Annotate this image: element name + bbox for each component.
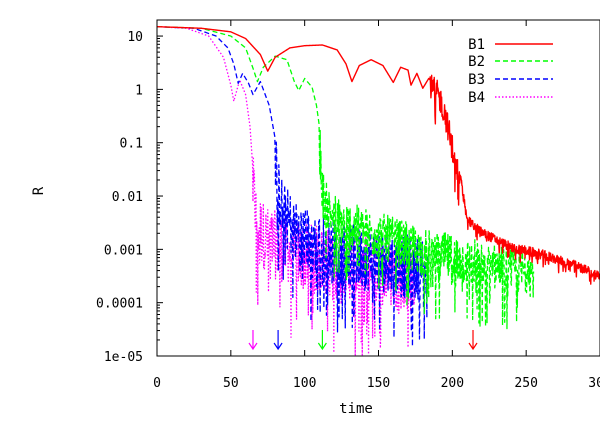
y-tick-label: 10 (127, 30, 143, 45)
x-tick-label: 100 (293, 376, 316, 391)
legend-item-b1: B1 (468, 37, 553, 53)
y-tick-label: 0.01 (112, 190, 143, 205)
legend-item-b3: B3 (468, 72, 553, 88)
legend-item-b4: B4 (468, 90, 553, 106)
legend-item-b2: B2 (468, 54, 553, 70)
series-b1-line (156, 25, 600, 285)
series-b3-line (156, 26, 428, 348)
time-marker-arrow (273, 330, 283, 351)
time-marker-arrow (468, 330, 478, 351)
y-tick-label: 0.0001 (96, 297, 143, 312)
tick-layer: 0 50 100 150 200 250 300 10 1 0.1 0.01 0.001 0.0001 1… (96, 19, 600, 391)
x-tick-label: 250 (514, 376, 537, 391)
x-tick-label: 50 (223, 376, 239, 391)
x-tick-label: 150 (367, 376, 390, 391)
arrow-layer (248, 330, 478, 351)
y-axis-label: R (31, 186, 47, 195)
y-tick-label: 0.001 (104, 243, 143, 258)
legend-label: B2 (468, 54, 485, 70)
y-tick-label: 1e-05 (104, 350, 143, 365)
y-tick-label: 1 (135, 83, 143, 98)
time-marker-arrow (317, 330, 327, 351)
legend-label: B3 (468, 72, 485, 88)
x-tick-label: 300 (588, 376, 600, 391)
legend-label: B1 (468, 37, 485, 53)
x-axis-label: time (339, 401, 373, 417)
time-marker-arrow (248, 330, 258, 351)
series-layer (156, 25, 600, 356)
x-tick-label: 200 (441, 376, 464, 391)
series-b2-line (156, 26, 535, 330)
legend-label: B4 (468, 90, 485, 106)
x-tick-label: 0 (153, 376, 161, 391)
y-tick-label: 0.1 (120, 137, 143, 152)
